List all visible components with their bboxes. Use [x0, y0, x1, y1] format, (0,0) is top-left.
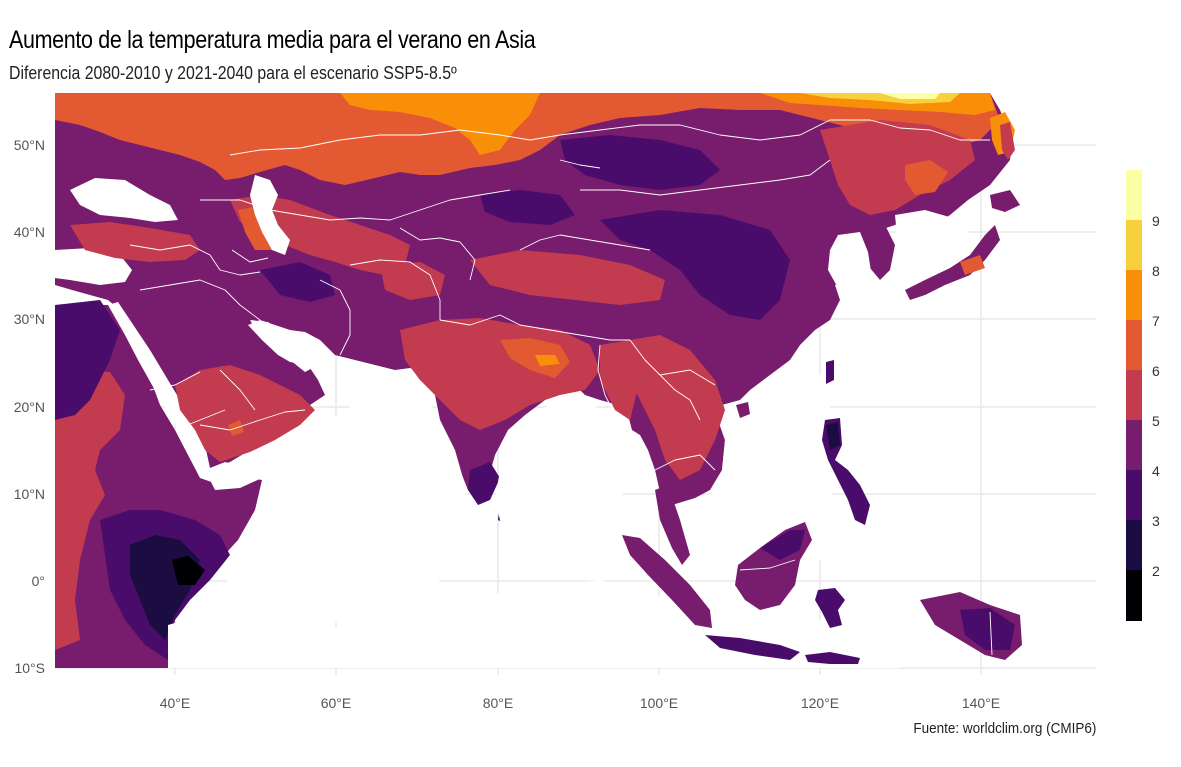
- manchuria-warm: [820, 120, 975, 215]
- lon-label-100e: 100°E: [640, 695, 678, 711]
- source-caption: Fuente: worldclim.org (CMIP6): [912, 720, 1096, 737]
- legend-label-3: 3: [1152, 513, 1160, 529]
- country-borders: [129, 119, 993, 656]
- japan-honshu: [905, 225, 1000, 300]
- lat-label-50n: 50°N: [14, 137, 45, 153]
- sea-of-japan: [895, 210, 975, 262]
- lon-label-40e: 40°E: [160, 695, 191, 711]
- lon-label-140e: 140°E: [962, 695, 1000, 711]
- legend: 9 8 7 6 5 4 3 2: [1126, 170, 1160, 621]
- legend-swatch-5-6: [1126, 370, 1142, 420]
- bay-of-bengal: [495, 398, 625, 580]
- myanmar-warm: [600, 340, 640, 420]
- south-india-cool: [468, 462, 500, 505]
- arabia-warm-zone: [175, 365, 315, 462]
- map-title: Aumento de la temperatura media para el …: [9, 26, 536, 54]
- ganges-hottest-spot: [535, 355, 560, 366]
- taiwan-island: [826, 360, 834, 384]
- korea-peninsula: [865, 225, 895, 280]
- mongolia-cool-zone: [560, 135, 720, 190]
- legend-label-2: 2: [1152, 563, 1160, 579]
- sulawesi-island: [815, 588, 845, 628]
- legend-label-9: 9: [1152, 213, 1160, 229]
- borneo-cool-zone: [760, 530, 805, 560]
- legend-label-8: 8: [1152, 263, 1160, 279]
- indochina-warm: [625, 335, 725, 480]
- legend-label-6: 6: [1152, 363, 1160, 379]
- central-asia-warm: [230, 195, 410, 275]
- indian-ocean: [168, 580, 900, 668]
- legend-label-4: 4: [1152, 463, 1160, 479]
- lat-label-40n: 40°N: [14, 224, 45, 240]
- hainan-island: [736, 402, 750, 418]
- north-china-cool-zone: [600, 210, 790, 320]
- lat-label-30n: 30°N: [14, 311, 45, 327]
- persian-gulf: [250, 320, 318, 372]
- lat-label-0: 0°: [32, 573, 45, 589]
- lon-label-120e: 120°E: [801, 695, 839, 711]
- caspian-sea: [250, 175, 290, 255]
- new-guinea-cool: [960, 608, 1015, 650]
- lat-label-20n: 20°N: [14, 399, 45, 415]
- africa-warm-zone: [55, 370, 125, 650]
- far-north-peak: [880, 93, 940, 99]
- gulf-of-aden: [205, 462, 262, 490]
- black-sea: [70, 178, 178, 222]
- legend-swatch-3-4: [1126, 470, 1142, 520]
- yellow-sea: [828, 232, 872, 290]
- taklamakan-warm: [380, 262, 445, 300]
- japan-warm-spot: [960, 255, 985, 275]
- dzungaria-cool: [480, 190, 575, 225]
- legend-swatch-6-7: [1126, 320, 1142, 370]
- legend-swatch-4-5: [1126, 420, 1142, 470]
- russia-warm-band: [55, 93, 1000, 185]
- sakhalin-island: [1000, 122, 1015, 160]
- legend-swatch-7-8: [1126, 270, 1142, 320]
- map-subtitle: Diferencia 2080-2010 y 2021-2040 para el…: [9, 63, 457, 83]
- lon-label-60e: 60°E: [321, 695, 352, 711]
- lon-label-80e: 80°E: [483, 695, 514, 711]
- japan-hokkaido: [990, 190, 1020, 212]
- tibet-warm-zone: [470, 250, 665, 305]
- lat-label-10s: 10°S: [14, 660, 45, 676]
- legend-swatch-above-9: [1126, 170, 1142, 220]
- south-china-sea: [710, 370, 840, 560]
- east-africa-coast: [55, 300, 120, 420]
- anatolia-warm: [70, 222, 200, 262]
- luzon-cold-zone: [826, 422, 840, 450]
- russia-hot-band: [340, 93, 540, 155]
- legend-label-7: 7: [1152, 313, 1160, 329]
- legend-swatch-8-9: [1126, 220, 1142, 270]
- legend-swatch-below-2: [1126, 570, 1142, 621]
- lat-label-10n: 10°N: [14, 486, 45, 502]
- legend-label-5: 5: [1152, 413, 1160, 429]
- lesser-sunda-islands: [805, 652, 860, 664]
- java-island: [705, 635, 800, 660]
- sumatra-island: [622, 535, 712, 628]
- iran-cool-patch: [260, 262, 335, 302]
- legend-swatch-2-3: [1126, 520, 1142, 570]
- malay-peninsula: [655, 485, 690, 565]
- ganges-hot-spot: [500, 338, 570, 378]
- arabian-sea: [215, 390, 470, 625]
- manchuria-hot-spot: [905, 160, 948, 195]
- horn-africa-min-zone: [172, 556, 205, 585]
